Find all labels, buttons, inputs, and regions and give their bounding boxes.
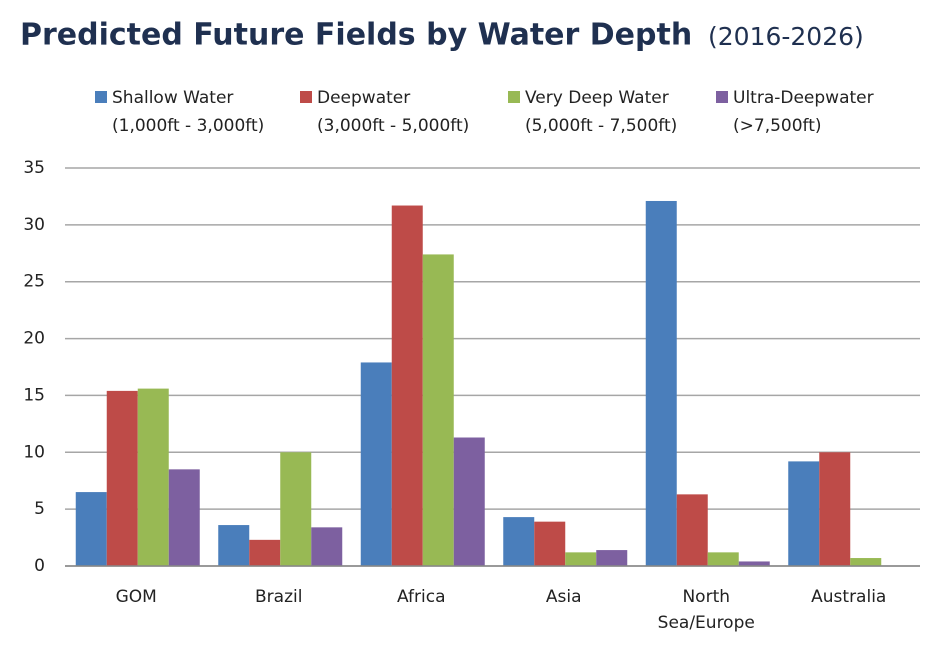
legend-range: (5,000ft - 7,500ft): [525, 116, 677, 136]
bar: [75, 492, 107, 566]
bar: [738, 561, 770, 566]
y-tick-label: 5: [34, 499, 45, 519]
bar: [280, 452, 312, 566]
x-tick-label: Africa: [397, 587, 446, 607]
y-tick-label: 30: [23, 215, 45, 235]
legend-label: Ultra-Deepwater: [733, 88, 874, 108]
bar: [819, 452, 851, 566]
bar: [707, 552, 739, 566]
bar: [596, 550, 628, 566]
y-tick-label: 35: [23, 158, 45, 178]
bar: [137, 388, 169, 566]
bar: [534, 521, 566, 566]
legend-range: (3,000ft - 5,000ft): [317, 116, 469, 136]
y-tick-label: 10: [23, 442, 45, 462]
bar: [391, 205, 423, 567]
bar: [676, 494, 708, 566]
legend-label: Shallow Water: [112, 88, 233, 108]
x-tick-label: Asia: [545, 587, 582, 607]
legend-range: (>7,500ft): [733, 116, 822, 136]
bar: [360, 362, 392, 566]
x-tick-label: GOM: [115, 587, 157, 607]
bar: [311, 527, 343, 566]
bar: [168, 469, 200, 566]
y-tick-label: 0: [34, 556, 45, 576]
legend-range: (1,000ft - 3,000ft): [112, 116, 264, 136]
legend-label: Very Deep Water: [525, 88, 669, 108]
x-tick-label: North Sea/Europe: [657, 587, 755, 633]
y-tick-label: 20: [23, 329, 45, 349]
bar: [249, 539, 281, 566]
chart-title: Predicted Future Fields by Water Depth: [20, 18, 692, 53]
bar: [788, 461, 820, 566]
x-tick-label: Brazil: [255, 587, 303, 607]
bar: [422, 254, 454, 566]
bar: [218, 525, 250, 566]
legend-swatch: [95, 91, 107, 103]
x-tick-label: Australia: [811, 587, 887, 607]
chart-subtitle: (2016-2026): [708, 22, 864, 51]
y-tick-label: 25: [23, 272, 45, 292]
legend-label: Deepwater: [317, 88, 410, 108]
bar: [453, 437, 485, 566]
bar: [565, 552, 597, 566]
bar: [503, 517, 535, 566]
bar: [850, 558, 882, 566]
legend-swatch: [716, 91, 728, 103]
y-tick-label: 15: [23, 385, 45, 405]
legend-swatch: [300, 91, 312, 103]
legend-swatch: [508, 91, 520, 103]
bar: [645, 200, 677, 566]
bar: [106, 390, 138, 566]
